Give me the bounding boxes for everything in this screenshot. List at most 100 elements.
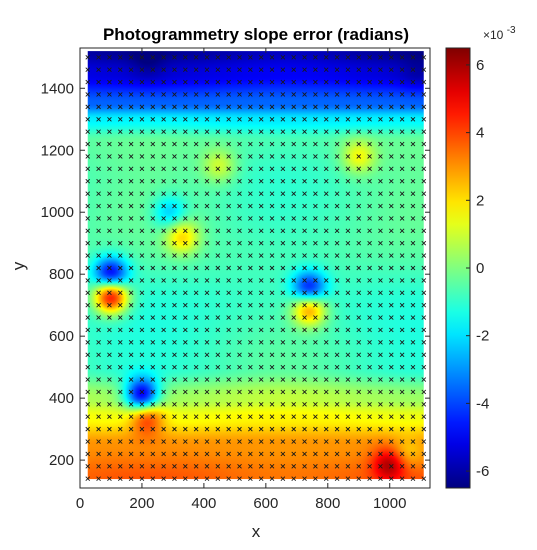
sample-marker [150, 402, 156, 407]
sample-marker [421, 476, 427, 482]
sample-marker [215, 178, 221, 184]
sample-marker [139, 54, 145, 60]
sample-marker [172, 340, 177, 345]
sample-marker [237, 228, 242, 234]
sample-marker [96, 451, 101, 457]
sample-marker [421, 228, 427, 234]
sample-marker [388, 265, 394, 271]
sample-marker [117, 54, 123, 60]
sample-marker [215, 290, 221, 296]
sample-marker [237, 92, 242, 97]
sample-marker [248, 54, 253, 60]
sample-marker [182, 203, 188, 209]
sample-marker [388, 352, 394, 358]
sample-marker [421, 402, 427, 407]
sample-marker [172, 178, 177, 184]
sample-marker [269, 129, 275, 134]
sample-marker [193, 104, 199, 110]
sample-marker [107, 253, 112, 258]
sample-marker [161, 92, 166, 97]
sample-marker [107, 364, 112, 370]
sample-marker [421, 54, 427, 60]
sample-marker [269, 278, 275, 283]
sample-marker [117, 166, 123, 172]
sample-marker [237, 141, 242, 147]
sample-marker [291, 141, 297, 147]
sample-marker [280, 364, 286, 370]
sample-marker [182, 154, 188, 159]
sample-marker [410, 54, 416, 60]
sample-marker [204, 79, 210, 85]
sample-marker [388, 476, 394, 482]
sample-marker [161, 154, 166, 159]
sample-marker [85, 216, 91, 221]
sample-marker [226, 79, 231, 85]
sample-marker [388, 141, 394, 147]
sample-marker [117, 463, 123, 469]
sample-marker [388, 377, 394, 382]
sample-marker [356, 216, 362, 221]
sample-marker [215, 104, 221, 110]
sample-marker [302, 278, 307, 283]
sample-marker [161, 240, 166, 246]
sample-marker [172, 402, 177, 407]
sample-marker [388, 228, 394, 234]
sample-marker [107, 116, 112, 122]
sample-marker [204, 302, 210, 308]
sample-marker [85, 315, 91, 320]
sample-marker [248, 228, 253, 234]
sample-marker [139, 315, 145, 320]
sample-marker [410, 92, 416, 97]
sample-marker [85, 439, 91, 444]
sample-marker [367, 426, 372, 432]
sample-marker [107, 302, 112, 308]
sample-marker [258, 240, 264, 246]
sample-marker [291, 451, 297, 457]
sample-marker [193, 191, 199, 196]
sample-marker [150, 79, 156, 85]
sample-marker [182, 389, 188, 395]
sample-marker [356, 141, 362, 147]
sample-marker [356, 352, 362, 358]
sample-marker [345, 278, 351, 283]
sample-marker [85, 67, 91, 73]
sample-marker [237, 439, 242, 444]
sample-marker [378, 426, 383, 432]
sample-marker [280, 265, 286, 271]
sample-marker [85, 265, 91, 271]
sample-marker [226, 439, 231, 444]
sample-marker [334, 104, 340, 110]
sample-marker [421, 92, 427, 97]
sample-marker [150, 203, 156, 209]
sample-marker [302, 463, 307, 469]
sample-marker [107, 402, 112, 407]
sample-marker [280, 463, 286, 469]
sample-marker [161, 278, 166, 283]
sample-marker [280, 439, 286, 444]
sample-marker [302, 402, 307, 407]
sample-marker [421, 191, 427, 196]
sample-marker [161, 364, 166, 370]
sample-marker [334, 340, 340, 345]
sample-marker [291, 129, 297, 134]
sample-marker [258, 116, 264, 122]
sample-marker [204, 67, 210, 73]
sample-marker [269, 54, 275, 60]
sample-marker [367, 240, 372, 246]
sample-marker [367, 141, 372, 147]
sample-marker [388, 302, 394, 308]
sample-marker [302, 141, 307, 147]
sample-marker [161, 389, 166, 395]
sample-marker [161, 402, 166, 407]
sample-marker [302, 67, 307, 73]
sample-marker [117, 340, 123, 345]
sample-marker [226, 104, 231, 110]
sample-marker [323, 426, 329, 432]
sample-marker [258, 327, 264, 333]
sample-marker [182, 104, 188, 110]
sample-marker [193, 476, 199, 482]
sample-marker [313, 253, 318, 258]
sample-marker [302, 476, 307, 482]
sample-marker [313, 92, 318, 97]
sample-marker [421, 352, 427, 358]
